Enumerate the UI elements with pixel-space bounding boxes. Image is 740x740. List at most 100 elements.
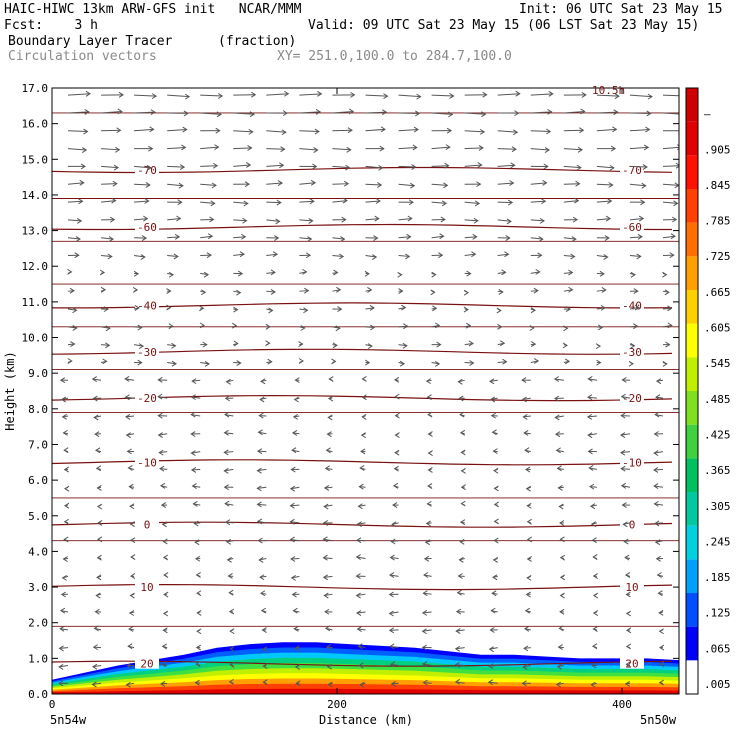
- wind-vector-head: [298, 358, 304, 364]
- wind-vector-head: [491, 590, 497, 597]
- wind-vector-head: [610, 145, 617, 152]
- wind-vector-head: [481, 111, 487, 118]
- wind-vector-head: [574, 197, 580, 204]
- wind-vector-head: [468, 340, 474, 347]
- wind-vector-head: [196, 590, 202, 597]
- wind-vector: [290, 538, 300, 542]
- wind-vector-head: [290, 574, 296, 581]
- wind-vector: [192, 485, 201, 488]
- wind-vector-head: [595, 343, 602, 350]
- wind-vector-head: [124, 375, 130, 382]
- wind-vector-head: [642, 164, 648, 170]
- wind-vector-head: [496, 307, 502, 314]
- wind-vector: [655, 522, 664, 524]
- wind-vector-head: [137, 359, 143, 366]
- wind-vector-head: [489, 378, 495, 385]
- wind-vector-head: [63, 447, 69, 454]
- wind-vector-head: [510, 162, 516, 169]
- wind-vector: [225, 521, 234, 524]
- wind-vector-head: [81, 147, 88, 153]
- wind-vector-head: [562, 342, 568, 349]
- wind-vector-head: [124, 394, 130, 401]
- wind-vector-head: [389, 643, 395, 650]
- wind-vector-head: [605, 215, 612, 222]
- wind-vector-head: [421, 644, 427, 651]
- wind-vector-head: [225, 538, 231, 545]
- wind-vector-head: [662, 360, 668, 367]
- wind-vector-head: [274, 235, 280, 241]
- wind-vector: [497, 130, 518, 133]
- wind-vector-head: [325, 644, 332, 651]
- wind-vector-head: [460, 449, 466, 456]
- colorbar-segment: [686, 424, 698, 459]
- wind-vector: [101, 165, 119, 169]
- wind-vector: [464, 219, 478, 222]
- wind-vector: [158, 396, 168, 399]
- contour-label-bg: [135, 220, 159, 233]
- wind-vector-head: [439, 233, 445, 240]
- wind-vector-head: [422, 590, 428, 597]
- wind-vector-head: [546, 128, 552, 135]
- wind-vector-head: [633, 323, 639, 330]
- wind-vector-head: [199, 322, 205, 329]
- wind-vector: [398, 94, 421, 98]
- wind-vector-head: [588, 465, 594, 471]
- wind-vector: [563, 110, 585, 114]
- wind-vector-head: [421, 609, 428, 616]
- wind-vector-head: [608, 182, 614, 188]
- wind-vector-head: [59, 607, 66, 614]
- wind-vector: [391, 682, 399, 685]
- wind-vector: [299, 93, 322, 96]
- wind-vector-head: [232, 322, 238, 329]
- wind-vector: [167, 146, 186, 150]
- wind-vector: [224, 468, 234, 472]
- y-tick-label: 6.0: [28, 474, 48, 487]
- wind-vector: [67, 326, 77, 329]
- wind-vector-head: [137, 324, 143, 331]
- wind-vector-head: [458, 556, 464, 563]
- wind-vector: [587, 396, 597, 399]
- wind-vector-head: [523, 645, 529, 652]
- wind-vector-head: [92, 395, 98, 402]
- wind-vector-head: [190, 467, 197, 473]
- wind-vector: [662, 235, 676, 239]
- wind-vector: [654, 451, 664, 454]
- wind-vector-head: [128, 626, 134, 632]
- wind-vector-head: [327, 681, 333, 688]
- wind-vector: [391, 540, 399, 542]
- contour-label-bg: [620, 656, 644, 669]
- wind-vector-head: [638, 215, 645, 222]
- wind-vector-head: [426, 394, 432, 401]
- wind-vector: [423, 592, 432, 595]
- wind-vector-head: [640, 199, 646, 206]
- wind-vector-head: [157, 393, 163, 400]
- wind-vector: [596, 165, 614, 169]
- wind-vector: [398, 236, 411, 239]
- colorbar-segment: [686, 525, 698, 560]
- wind-vector-head: [223, 429, 229, 436]
- wind-vector-head: [472, 233, 478, 240]
- wind-vector-head: [249, 111, 255, 118]
- wind-vector-head: [522, 413, 528, 420]
- wind-vector-head: [394, 393, 400, 400]
- wind-vector: [464, 236, 477, 239]
- wind-vector-head: [117, 108, 123, 115]
- wind-vector-head: [489, 396, 496, 403]
- wind-vector-head: [268, 307, 274, 314]
- wind-vector-head: [125, 681, 131, 688]
- colorbar-segment: [686, 88, 698, 122]
- wind-vector: [365, 255, 377, 258]
- wind-vector-head: [408, 199, 414, 206]
- wind-vector-head: [557, 644, 563, 651]
- wind-vector-head: [667, 305, 673, 312]
- wind-vector-head: [466, 270, 472, 277]
- wind-vector-head: [157, 432, 163, 439]
- x-axis-label: Distance (km): [319, 713, 413, 727]
- wind-vector-head: [667, 322, 673, 329]
- wind-vector: [356, 556, 366, 560]
- y-tick-label: 9.0: [28, 367, 48, 380]
- wind-vector: [629, 307, 640, 310]
- wind-vector-head: [350, 91, 356, 98]
- wind-vector: [431, 146, 450, 150]
- wind-vector-head: [659, 644, 665, 651]
